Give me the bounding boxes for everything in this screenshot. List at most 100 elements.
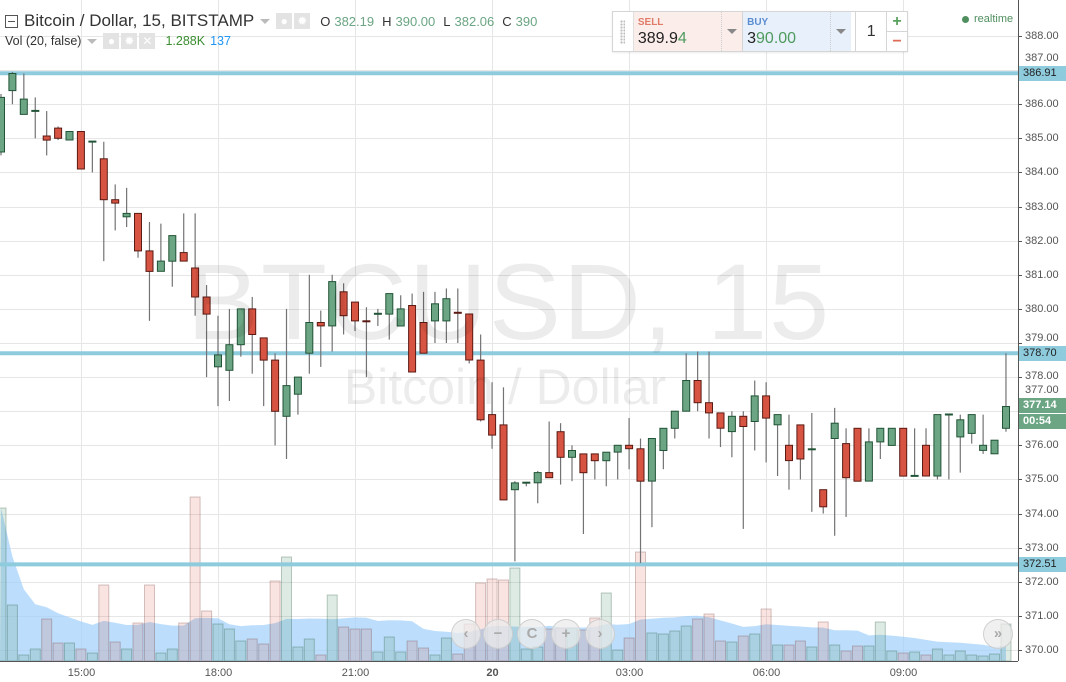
candle xyxy=(556,423,565,485)
scroll-right-button[interactable]: › xyxy=(585,619,615,649)
candle-body xyxy=(282,385,291,417)
candle-body xyxy=(739,415,748,427)
volume-bar xyxy=(623,637,635,662)
gear-icon[interactable]: ✹ xyxy=(121,33,138,49)
zoom-out-button[interactable]: − xyxy=(483,619,513,649)
candle-body xyxy=(339,291,348,317)
volume-bar xyxy=(703,613,715,662)
last-price-label: 377.14 xyxy=(1019,398,1066,414)
gear-icon[interactable]: ✹ xyxy=(294,13,311,29)
candle-body xyxy=(465,313,474,361)
candle xyxy=(145,221,154,321)
candle-body xyxy=(31,109,40,112)
scroll-to-realtime-button[interactable]: » xyxy=(983,619,1013,649)
volume-bar xyxy=(246,638,258,662)
candle xyxy=(899,427,908,477)
horizontal-line-price-label: 386.91 xyxy=(1019,65,1066,81)
eye-icon[interactable]: ● xyxy=(276,13,293,29)
volume-bar xyxy=(806,646,818,662)
volume-bar xyxy=(75,648,87,662)
close-icon[interactable]: ✕ xyxy=(139,33,156,49)
candle-body xyxy=(979,444,988,451)
volume-study-title[interactable]: Vol (20, false) xyxy=(5,34,82,48)
sell-dropdown-icon[interactable] xyxy=(721,12,742,51)
candle xyxy=(76,131,85,170)
candle xyxy=(111,184,120,231)
candle xyxy=(31,97,40,139)
candle xyxy=(830,407,839,536)
buy-button[interactable]: BUY 390.00 xyxy=(742,12,852,51)
candle xyxy=(19,73,28,115)
time-tick-label: 21:00 xyxy=(341,667,370,679)
time-tick-label: 06:00 xyxy=(752,667,781,679)
candle-body xyxy=(647,438,656,482)
candle xyxy=(979,414,988,454)
quantity-increase-button[interactable]: + xyxy=(887,12,908,32)
candle xyxy=(727,411,736,458)
candle xyxy=(682,353,691,412)
symbol-legend: Bitcoin / Dollar, 15, BITSTAMP ● ✹ O 382.… xyxy=(5,11,537,31)
candle xyxy=(396,295,405,327)
zoom-in-button[interactable]: + xyxy=(551,619,581,649)
quantity-input[interactable]: 1 xyxy=(855,12,888,51)
volume-bar xyxy=(909,651,921,662)
candle xyxy=(819,489,828,514)
volume-bar xyxy=(258,643,270,662)
status-dot-icon xyxy=(962,15,969,23)
ohlc-values: O 382.19 H 390.00 L 382.06 C 390 xyxy=(312,14,537,29)
chevron-down-icon[interactable] xyxy=(260,18,271,24)
candle-body xyxy=(887,427,896,446)
candle-body xyxy=(864,441,873,482)
volume-bar xyxy=(418,647,429,662)
horizontal-line-price-label: 378.70 xyxy=(1019,345,1066,361)
sell-button[interactable]: SELL 389.94 xyxy=(633,12,743,51)
candle-body xyxy=(625,444,634,450)
candle-body xyxy=(99,158,108,201)
volume-bar xyxy=(212,623,224,662)
candle-body xyxy=(225,344,234,371)
candle-body xyxy=(613,444,622,453)
volume-bar xyxy=(223,628,235,662)
eye-icon[interactable]: ● xyxy=(103,33,120,49)
candle xyxy=(922,428,930,477)
volume-bar xyxy=(977,655,989,662)
volume-bar xyxy=(863,645,875,662)
volume-bar xyxy=(635,551,646,662)
volume-bar xyxy=(760,608,772,662)
candle xyxy=(842,428,851,517)
price-tick-label: 379.00 xyxy=(1025,331,1059,344)
candle xyxy=(42,111,51,156)
candle xyxy=(419,291,428,354)
candle xyxy=(385,293,394,340)
candle-body xyxy=(8,73,17,92)
horizontal-lines[interactable] xyxy=(0,71,1018,567)
candle-body xyxy=(670,410,679,429)
volume-bar xyxy=(886,650,898,662)
volume-bar xyxy=(669,630,681,662)
drag-handle[interactable] xyxy=(613,12,634,51)
sell-price-tail: 4 xyxy=(677,30,687,47)
candle xyxy=(602,451,611,487)
candle-body xyxy=(419,322,428,354)
chevron-down-icon[interactable] xyxy=(87,38,98,44)
volume-bar xyxy=(931,648,943,662)
collapse-icon[interactable] xyxy=(5,14,18,28)
time-tick-label: 15:00 xyxy=(67,667,96,679)
candle-body xyxy=(202,296,211,315)
symbol-title[interactable]: Bitcoin / Dollar, 15, BITSTAMP xyxy=(24,11,255,30)
candle xyxy=(499,387,508,501)
candle xyxy=(522,481,531,487)
price-tick-label: 377.00 xyxy=(1025,384,1059,397)
reset-chart-button[interactable]: C xyxy=(517,619,547,649)
candle xyxy=(156,223,165,272)
sell-price-main: 389.9 xyxy=(637,30,678,47)
quantity-decrease-button[interactable]: − xyxy=(892,33,902,50)
scroll-left-button[interactable]: ‹ xyxy=(451,619,481,649)
volume-bar xyxy=(783,644,795,662)
volume-bar xyxy=(920,654,932,662)
price-tick-label: 388.00 xyxy=(1025,30,1059,42)
volume-bar xyxy=(840,650,852,662)
candle xyxy=(864,428,873,482)
buy-dropdown-icon[interactable] xyxy=(830,12,851,51)
volume-ma-value: 137 xyxy=(210,34,231,48)
